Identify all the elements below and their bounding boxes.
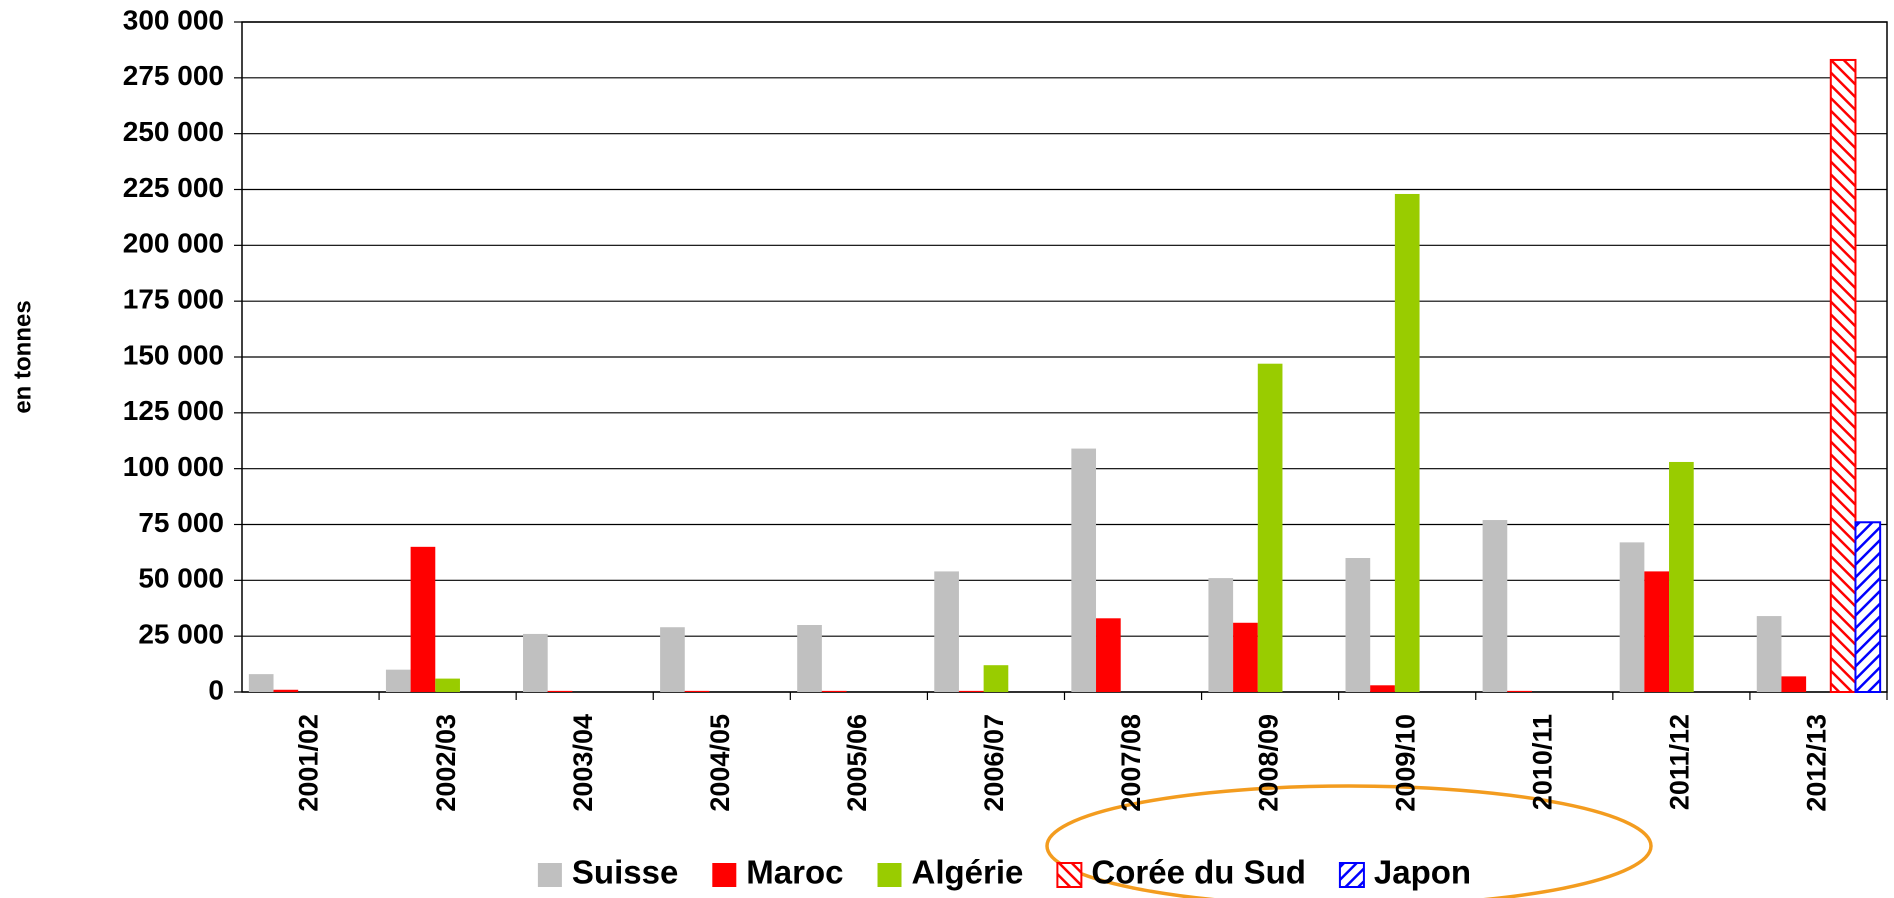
x-tick-label: 2012/13 [1802,714,1832,812]
bar [1756,616,1782,692]
legend-label: Corée du Sud [1091,854,1306,891]
highlight-ellipse [1045,784,1653,898]
bar [1669,461,1694,692]
bar [1644,571,1670,692]
bar [1096,618,1121,692]
bar [1345,558,1371,692]
bar [797,625,822,692]
x-tick-label: 2010/11 [1527,714,1557,810]
bar [1257,363,1283,692]
legend-swatch [537,863,562,887]
bar [1071,448,1097,692]
y-tick-label: 250 000 [123,116,224,147]
y-tick-label: 300 000 [123,4,224,35]
legend-label: Algérie [912,854,1024,891]
bar [1233,622,1258,692]
y-tick-label: 275 000 [123,60,224,91]
bar [1781,676,1807,692]
y-tick-label: 225 000 [123,172,224,203]
y-axis-label: en tonnes [9,300,36,413]
bar [1507,690,1532,692]
bar [435,678,460,692]
x-tick-label: 2009/10 [1390,714,1420,812]
x-tick-label: 2011/12 [1665,714,1695,810]
x-tick-label: 2005/06 [842,714,872,812]
y-tick-label: 175 000 [123,284,224,315]
bar [983,665,1009,692]
y-tick-label: 50 000 [138,563,224,594]
bar [684,690,710,692]
y-tick-label: 125 000 [123,395,224,426]
bar [1394,193,1420,692]
legend: Suisse Maroc Algérie Corée du Sud Japon [537,854,1471,891]
bar [1619,542,1645,692]
bar [385,669,411,692]
bar [273,689,299,692]
bar [958,690,984,692]
bar [821,690,847,692]
x-tick-label: 2001/02 [294,714,324,812]
bar [1482,520,1508,692]
bar [1208,578,1234,692]
legend-swatch [877,863,902,887]
y-tick-label: 100 000 [123,451,224,482]
x-tick-label: 2002/03 [431,714,461,812]
legend-label: Maroc [746,854,843,891]
legend-swatch [1338,862,1365,888]
y-tick-label: 25 000 [138,619,224,650]
bar [1370,685,1395,692]
legend-swatch [1056,862,1083,888]
x-tick-label: 2008/09 [1253,714,1283,812]
x-tick-label: 2004/05 [705,714,735,812]
legend-label: Suisse [572,854,678,891]
bar [1854,521,1882,693]
bar [934,571,959,692]
legend-swatch [712,863,737,887]
y-tick-label: 75 000 [138,507,224,538]
bar [410,546,436,692]
bar [248,674,274,692]
legend-label: Japon [1374,854,1471,891]
y-tick-label: 150 000 [123,339,224,370]
y-tick-label: 0 [208,674,224,705]
bar [1829,58,1857,693]
x-tick-label: 2007/08 [1116,714,1146,812]
bar [523,633,548,692]
bar [547,690,573,692]
x-tick-label: 2003/04 [568,714,598,812]
x-tick-label: 2006/07 [979,714,1009,812]
y-tick-label: 200 000 [123,228,224,259]
bar [660,627,685,692]
